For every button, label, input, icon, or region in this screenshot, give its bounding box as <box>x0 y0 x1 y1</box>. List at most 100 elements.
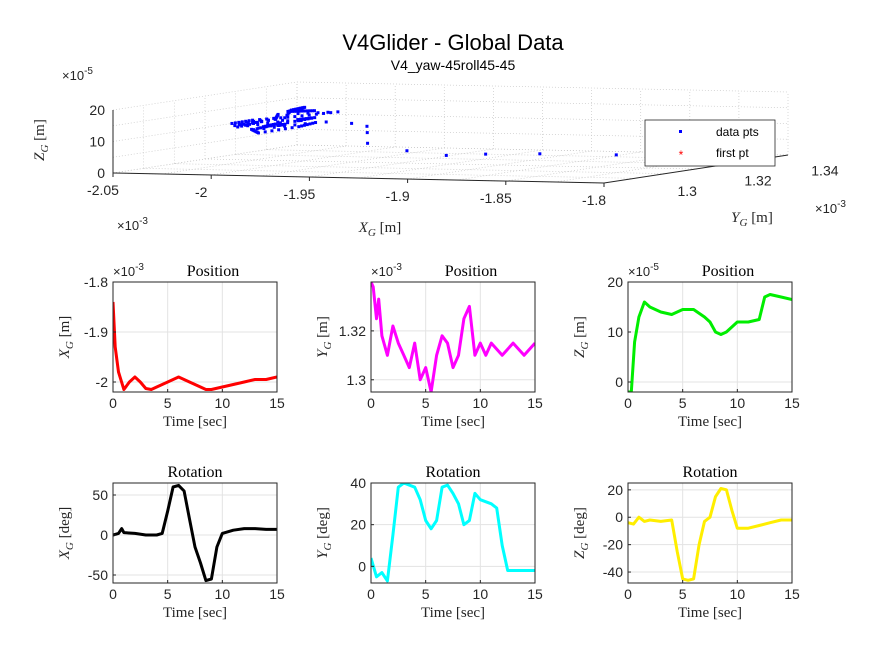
x-tick-label: 15 <box>527 395 543 411</box>
data-point <box>304 109 308 113</box>
data-point <box>307 113 311 117</box>
x-tick-label: 10 <box>730 586 746 602</box>
data-point <box>242 122 246 126</box>
data-point <box>309 116 313 120</box>
data-point <box>240 123 244 127</box>
data-point <box>244 123 248 127</box>
data-point <box>255 127 259 131</box>
axes-box <box>112 482 278 584</box>
data-point <box>281 118 285 122</box>
data-point <box>302 123 306 127</box>
y-axis-label: ZG [m] <box>572 316 591 358</box>
y-exponent: ×10-3 <box>371 262 402 279</box>
figure-subtitle: V4_yaw-45roll45-45 <box>391 57 516 73</box>
z-tick-label: 20 <box>89 102 105 118</box>
data-point <box>314 112 318 116</box>
grid-line <box>211 146 396 176</box>
z-axis-label: ZG [m] <box>32 119 51 161</box>
data-point <box>295 109 299 113</box>
data-point <box>240 124 244 128</box>
data-point <box>256 131 260 135</box>
grid <box>112 281 278 392</box>
x-axis-label: Time [sec] <box>163 605 227 621</box>
data-point <box>272 123 276 127</box>
grid-line <box>358 149 543 179</box>
legend-marker-first-pt: * <box>679 148 684 162</box>
grid-line <box>174 163 666 175</box>
y-tick-label: 1.32 <box>744 173 771 189</box>
data-point <box>283 124 287 128</box>
series-line <box>113 301 277 391</box>
grid <box>627 281 793 392</box>
y-exponent: ×10-5 <box>628 262 659 279</box>
grid-line <box>112 97 298 127</box>
data-point <box>297 109 301 113</box>
x-tick-label: 15 <box>269 395 285 411</box>
grid-line <box>296 81 789 93</box>
data-point <box>246 124 250 128</box>
data-point <box>236 125 240 129</box>
y-axis-label: XG [m] <box>57 316 76 360</box>
data-point <box>444 153 448 157</box>
data-point <box>233 121 237 125</box>
data-point <box>336 110 340 114</box>
y-tick-label: 10 <box>607 324 623 340</box>
figure-title: V4Glider - Global Data <box>342 30 564 55</box>
x-tick-label: 10 <box>215 586 231 602</box>
x-tick-label: -1.85 <box>480 190 512 206</box>
x-tick-label: 10 <box>473 586 489 602</box>
data-point <box>314 121 318 125</box>
data-point <box>256 123 260 127</box>
subplot-pos-z: 0 5 10 15 20 10 0 Position ×10-5 Time [sec] ZG [m] <box>572 262 800 430</box>
y-tick-label: -1.9 <box>84 324 108 340</box>
series-line <box>371 282 535 392</box>
y-tick-label: 0 <box>615 374 623 390</box>
x-exponent: ×10-3 <box>117 216 148 233</box>
data-point <box>252 121 256 125</box>
data-point <box>233 124 237 128</box>
data-point <box>296 119 300 123</box>
subplot-title: Rotation <box>682 464 737 481</box>
data-point <box>306 117 310 121</box>
x-tick-label: -1.9 <box>386 188 410 204</box>
axes-box <box>627 281 793 393</box>
y-tick-label: -50 <box>88 567 108 583</box>
data-point <box>313 116 317 120</box>
axes-box <box>627 482 793 584</box>
z-tick-label: 10 <box>89 134 105 150</box>
x-tick-label: 0 <box>367 395 375 411</box>
grid-line <box>204 158 697 170</box>
x-tick-label: 0 <box>367 586 375 602</box>
x-axis-label: Time [sec] <box>678 605 742 621</box>
data-point <box>306 109 310 113</box>
data-point <box>252 128 256 132</box>
grid-line <box>505 152 690 182</box>
data-point <box>240 120 244 124</box>
x-tick-label: 10 <box>730 395 746 411</box>
data-point <box>253 120 257 124</box>
data-point <box>259 126 263 130</box>
x-tick-label: 5 <box>422 586 430 602</box>
x-tick-label: -1.8 <box>582 192 606 208</box>
data-point <box>310 109 314 113</box>
x-tick-label: 15 <box>784 395 800 411</box>
data-point <box>261 125 265 129</box>
data-point <box>276 112 280 116</box>
x-tick-label: -2 <box>195 184 208 200</box>
y-tick-label: 0 <box>100 527 108 543</box>
x-tick-label: 15 <box>527 586 543 602</box>
data-point <box>266 121 270 125</box>
y-axis-label: YG [m] <box>731 210 773 229</box>
data-point <box>293 119 297 123</box>
x-tick-label: -1.95 <box>283 186 315 202</box>
y-axis-label: XG [deg] <box>57 507 76 561</box>
y-tick-label: 40 <box>350 475 366 491</box>
y-tick-label: 20 <box>607 274 623 290</box>
x-tick-label: 10 <box>473 395 489 411</box>
data-point <box>248 122 252 126</box>
axes-box <box>370 281 536 393</box>
data-point <box>366 141 370 145</box>
x-tick-label: 5 <box>422 395 430 411</box>
grid-line <box>162 145 347 175</box>
